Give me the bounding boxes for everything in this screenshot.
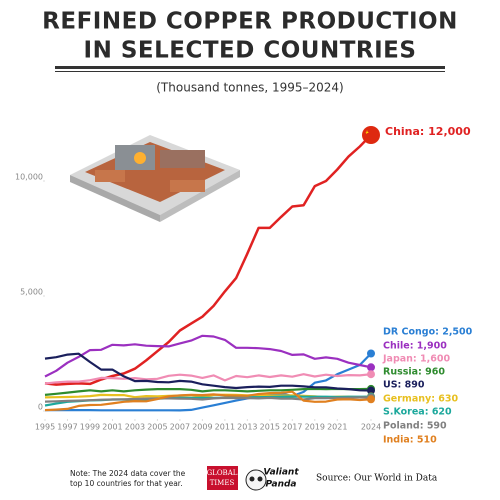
y-tick-label: 0 xyxy=(38,403,43,412)
series-label: India: 510 xyxy=(383,435,437,446)
series-label: S.Korea: 620 xyxy=(383,407,452,418)
series-label: Chile: 1,900 xyxy=(383,341,447,352)
chart-title: REFINED COPPER PRODUCTION xyxy=(42,9,458,35)
line xyxy=(44,134,372,386)
series-label: Poland: 590 xyxy=(383,421,447,432)
x-tick-label: 2015 xyxy=(260,423,280,432)
x-tick-label: 2024 xyxy=(361,423,381,432)
panda-icon xyxy=(245,469,267,491)
line xyxy=(45,352,372,412)
end-marker xyxy=(367,395,375,404)
chart-title: IN SELECTED COUNTRIES xyxy=(84,38,417,64)
series-label: Japan: 1,600 xyxy=(382,354,450,365)
panda-icon xyxy=(257,476,263,482)
x-tick-label: 2011 xyxy=(215,423,235,432)
line xyxy=(44,352,372,392)
rule xyxy=(55,71,445,72)
x-tick-label: 2017 xyxy=(282,423,302,432)
logo-text: GLOBAL xyxy=(207,469,238,477)
x-tick-label: 2001 xyxy=(102,423,122,432)
end-marker xyxy=(367,370,375,379)
logo-text: Panda xyxy=(265,480,296,490)
x-tick-label: 2009 xyxy=(192,423,212,432)
series-label: DR Congo: 2,500 xyxy=(383,327,473,338)
series-label: Russia: 960 xyxy=(383,367,445,378)
logo xyxy=(207,466,238,490)
x-tick-label: 2021 xyxy=(327,423,347,432)
series-label: China: 12,000 xyxy=(385,125,471,138)
y-tick-label: 10,000 xyxy=(15,173,43,182)
series-label: Germany: 630 xyxy=(383,394,459,405)
subtitle: (Thousand tonnes, 1995–2024) xyxy=(156,81,344,95)
line xyxy=(44,334,372,378)
logo-text: TIMES xyxy=(210,479,235,487)
rule xyxy=(55,66,445,69)
line xyxy=(44,390,372,412)
note: Note: The 2024 data cover the xyxy=(70,469,186,478)
note: top 10 countries for that year. xyxy=(70,479,183,488)
panda-icon xyxy=(249,476,255,482)
logo-text: Valiant xyxy=(263,468,299,478)
plot-area: 0 5,000 10,000 1995 1997 1999 2001 2003 2005 2007… xyxy=(15,125,473,446)
end-marker xyxy=(362,126,380,144)
end-marker xyxy=(367,349,375,358)
flag-star xyxy=(365,130,369,134)
end-marker xyxy=(367,386,375,395)
x-tick-label: 1995 xyxy=(35,423,55,432)
x-tick-label: 2007 xyxy=(170,423,190,432)
source: Source: Our World in Data xyxy=(316,474,438,484)
x-tick-label: 2013 xyxy=(237,423,257,432)
x-tick-label: 1999 xyxy=(80,423,100,432)
series-label: US: 890 xyxy=(383,380,425,391)
x-tick-label: 1997 xyxy=(57,423,77,432)
line xyxy=(44,387,372,396)
end-marker xyxy=(367,363,375,372)
factory-illustration xyxy=(70,135,240,222)
x-tick-label: 2005 xyxy=(147,423,167,432)
x-tick-label: 2003 xyxy=(125,423,145,432)
line xyxy=(44,396,371,403)
y-tick-label: 5,000 xyxy=(20,288,43,297)
line xyxy=(44,373,372,385)
x-tick-label: 2019 xyxy=(305,423,325,432)
